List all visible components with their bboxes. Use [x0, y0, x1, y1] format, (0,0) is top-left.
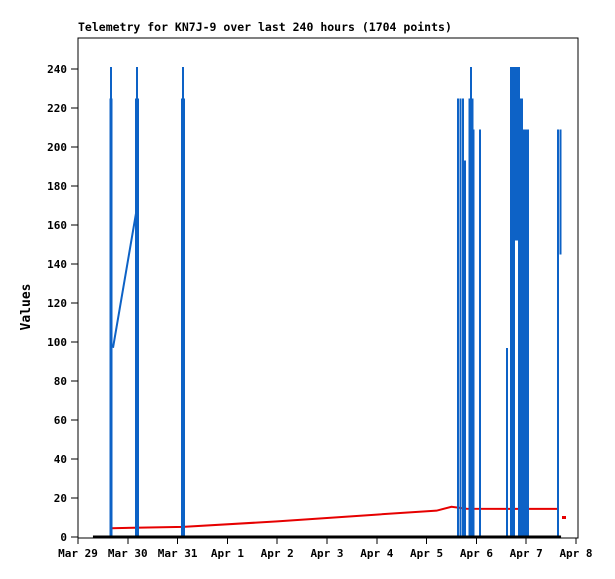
y-tick-label: 120	[47, 297, 67, 310]
x-tick-label: Apr 5	[410, 547, 443, 560]
x-tick-label: Mar 29	[58, 547, 98, 560]
y-tick-label: 60	[54, 414, 67, 427]
x-tick-label: Apr 1	[211, 547, 244, 560]
trend-line	[110, 505, 559, 530]
y-tick-label: 180	[47, 180, 67, 193]
y-tick-label: 240	[47, 63, 67, 76]
y-tick-label: 140	[47, 258, 67, 271]
telemetry-values-connector	[112, 207, 138, 349]
y-tick-label: 160	[47, 219, 67, 232]
plot-border	[77, 37, 579, 539]
x-tick-label: Apr 7	[510, 547, 543, 560]
axis-ticks: 0 20 40 60 80 100 120 140 160 180 200 220 240 Mar 29 M…	[47, 63, 592, 560]
x-tick-label: Apr 4	[360, 547, 393, 560]
chart-title: Telemetry for KN7J-9 over last 240 hours…	[78, 20, 452, 34]
x-tick-label: Apr 8	[559, 547, 592, 560]
data-series	[92, 67, 567, 539]
y-tick-label: 40	[54, 453, 67, 466]
x-tick-label: Mar 30	[108, 547, 148, 560]
y-tick-label: 200	[47, 141, 67, 154]
y-tick-label: 80	[54, 375, 67, 388]
y-tick-label: 220	[47, 102, 67, 115]
y-tick-label: 0	[60, 531, 67, 544]
plot-frame	[77, 37, 579, 539]
y-axis-title: Values	[19, 284, 34, 331]
y-tick-label: 100	[47, 336, 67, 349]
y-tick-label: 20	[54, 492, 67, 505]
x-tick-label: Apr 2	[261, 547, 294, 560]
x-tick-label: Apr 3	[310, 547, 343, 560]
x-tick-label: Mar 31	[158, 547, 198, 560]
x-tick-label: Apr 6	[460, 547, 493, 560]
